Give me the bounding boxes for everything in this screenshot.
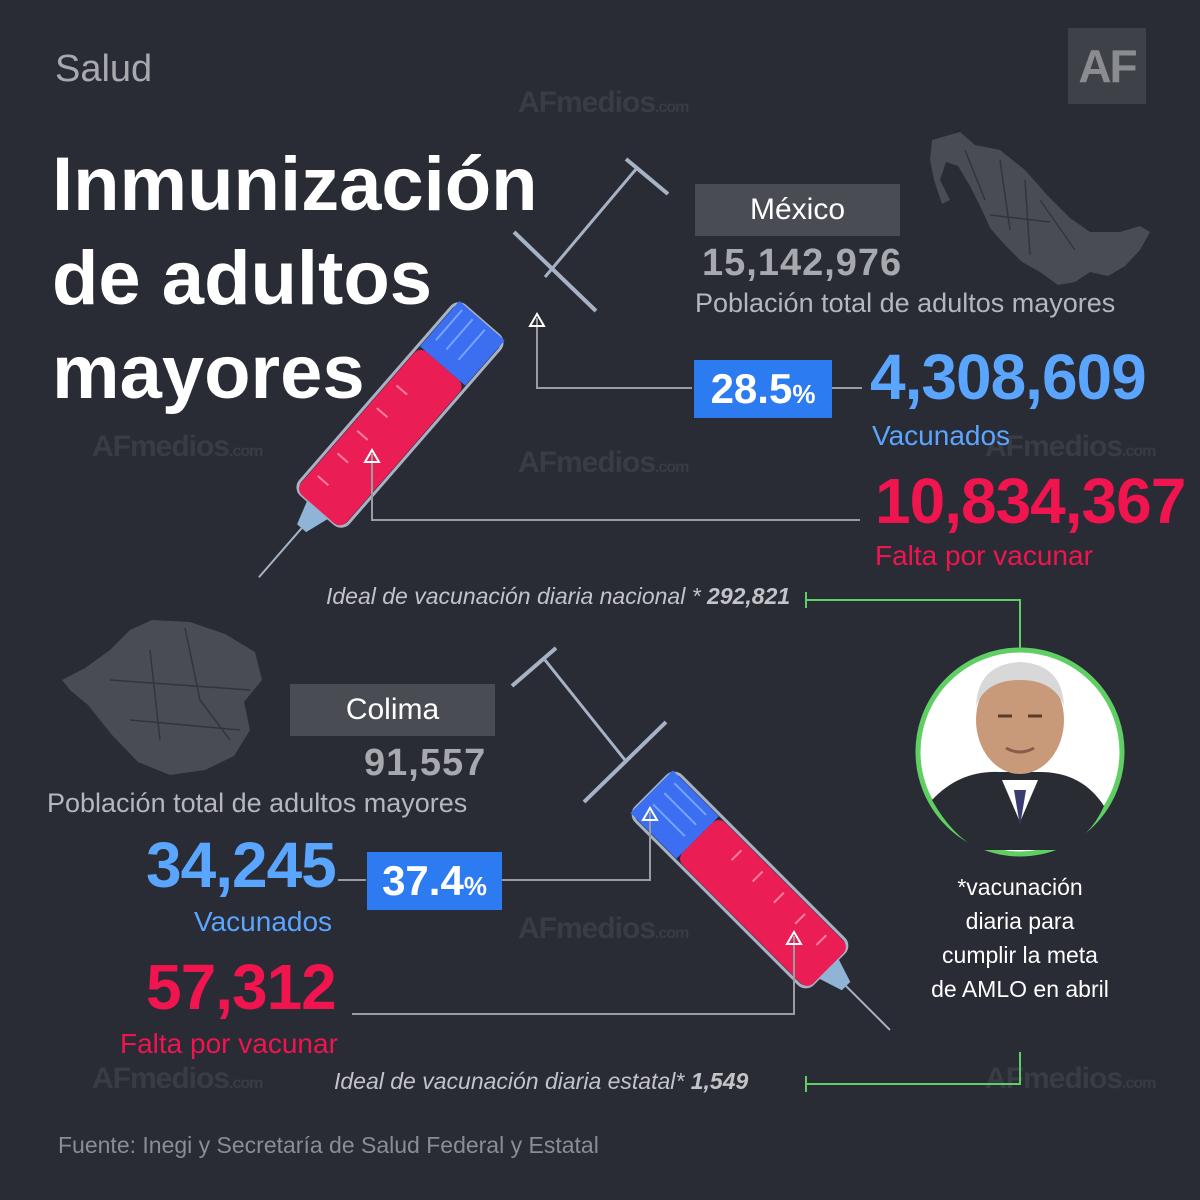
colima-vaccinated-label: Vacunados xyxy=(194,906,333,937)
watermark: AFmedios.com xyxy=(92,430,263,463)
colima-percent-value: 37.4 xyxy=(382,857,464,904)
ideal-value: 292,821 xyxy=(707,583,791,609)
colima-map-icon xyxy=(62,620,262,775)
mexico-connectors xyxy=(371,318,862,521)
watermark: AFmedios.com xyxy=(985,1062,1156,1095)
watermark: AFmedios.com xyxy=(518,446,689,479)
syringe-mexico-icon xyxy=(258,157,670,578)
mexico-vaccinated-label: Vacunados xyxy=(872,420,1011,451)
level-marker-icon xyxy=(641,806,659,821)
colima-name-badge: Colima xyxy=(290,684,495,736)
mexico-population-label: Población total de adultos mayores xyxy=(695,288,1116,318)
level-marker-icon xyxy=(785,930,803,945)
percent-symbol: % xyxy=(463,871,487,901)
watermark: AFmedios.com xyxy=(518,86,689,119)
mexico-population: 15,142,976 xyxy=(702,242,903,284)
colima-vaccinated-count: 34,245 xyxy=(146,829,337,901)
watermark: AFmedios.com xyxy=(92,1062,263,1095)
colima-connectors xyxy=(338,812,795,1015)
colima-pending-count: 57,312 xyxy=(146,951,337,1023)
mexico-vaccinated-count: 4,308,609 xyxy=(870,341,1147,413)
level-marker-icon xyxy=(528,312,546,327)
colima-percent-badge: 37.4% xyxy=(367,852,502,910)
level-marker-icon xyxy=(363,448,381,463)
source-credit: Fuente: Inegi y Secretaría de Salud Fede… xyxy=(58,1132,599,1158)
amlo-portrait-avatar xyxy=(915,647,1125,857)
ideal-connectors xyxy=(805,592,1021,1092)
colima-pending-label: Falta por vacunar xyxy=(120,1028,338,1059)
page-title: Inmunización de adultos mayores xyxy=(52,138,612,420)
mexico-percent-value: 28.5 xyxy=(710,365,793,412)
goal-note: *vacunación diaria para cumplir la meta … xyxy=(931,874,1109,1002)
colima-ideal-daily: Ideal de vacunación diaria estatal* 1,54… xyxy=(334,1068,748,1095)
ideal-value: 1,549 xyxy=(690,1068,749,1094)
title-line: mayores xyxy=(52,330,365,415)
ideal-label: Ideal de vacunación diaria estatal* xyxy=(334,1068,685,1094)
mexico-map-borders xyxy=(964,149,1076,256)
mexico-percent-badge: 28.5% xyxy=(694,360,832,418)
colima-population: 91,557 xyxy=(364,742,487,784)
colima-map-borders xyxy=(109,627,251,741)
mexico-ideal-daily: Ideal de vacunación diaria nacional * 29… xyxy=(326,583,790,610)
mexico-name-badge: México xyxy=(695,184,900,236)
mexico-map-icon xyxy=(930,132,1150,285)
section-label: Salud xyxy=(55,48,153,90)
title-line: de adultos xyxy=(52,236,433,321)
colima-population-label: Población total de adultos mayores xyxy=(47,788,468,818)
watermark: AFmedios.com xyxy=(985,430,1156,463)
percent-symbol: % xyxy=(792,379,816,409)
af-logo: AF xyxy=(1068,28,1146,104)
mexico-pending-label: Falta por vacunar xyxy=(875,540,1093,571)
ideal-label: Ideal de vacunación diaria nacional * xyxy=(326,583,701,609)
title-line: Inmunización xyxy=(52,142,538,227)
watermark: AFmedios.com xyxy=(518,912,689,945)
syringe-colima-icon xyxy=(510,646,891,1031)
mexico-pending-count: 10,834,367 xyxy=(875,465,1186,537)
